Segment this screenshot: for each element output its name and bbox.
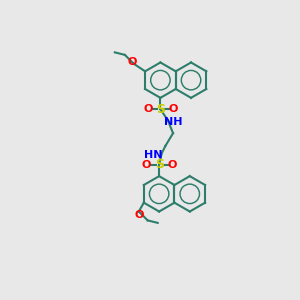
Text: O: O — [143, 104, 152, 114]
Text: O: O — [168, 104, 178, 114]
Text: O: O — [167, 160, 176, 170]
Text: O: O — [142, 160, 151, 170]
Text: S: S — [154, 158, 164, 171]
Text: O: O — [128, 57, 137, 67]
Text: O: O — [134, 210, 143, 220]
Text: NH: NH — [164, 117, 183, 127]
Text: S: S — [156, 103, 165, 116]
Text: HN: HN — [144, 150, 163, 160]
